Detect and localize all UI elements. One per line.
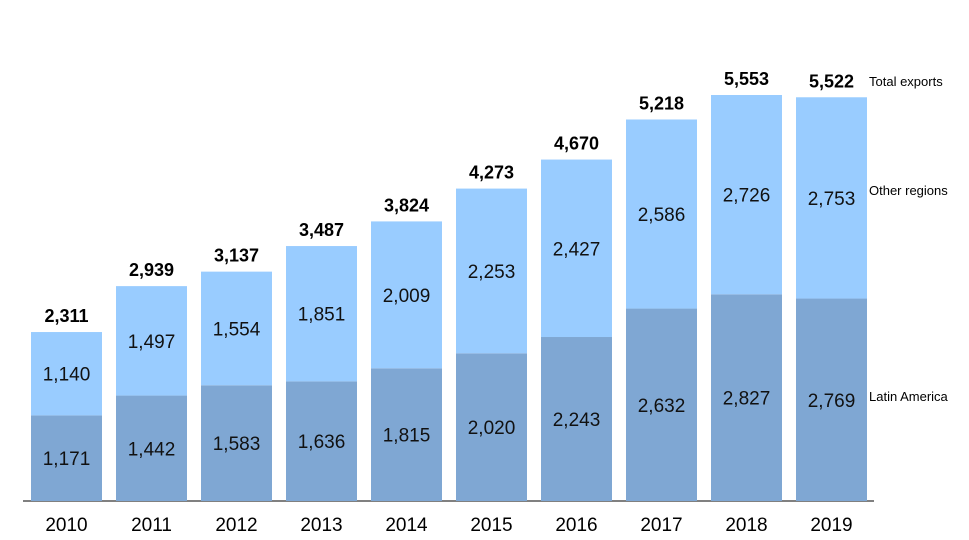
data-label-latin-america-2013: 1,636 (298, 432, 346, 453)
data-label-latin-america-2019: 2,769 (808, 391, 856, 412)
bar-other-regions-2019 (796, 97, 867, 299)
total-label-2010: 2,311 (44, 306, 88, 326)
bar-other-regions-2014 (371, 221, 442, 369)
data-label-latin-america-2018: 2,827 (723, 389, 771, 410)
data-label-other-regions-2018: 2,726 (723, 186, 771, 207)
bars-layer (31, 95, 867, 501)
data-label-latin-america-2015: 2,020 (468, 418, 516, 439)
bar-other-regions-2017 (626, 119, 697, 309)
bar-latin-america-2018 (711, 294, 782, 501)
x-tick-label-2010: 2010 (45, 515, 87, 536)
total-label-2014: 3,824 (384, 195, 429, 215)
x-tick-label-2011: 2011 (131, 515, 172, 536)
data-label-latin-america-2012: 1,583 (213, 434, 261, 455)
bar-other-regions-2012 (201, 271, 272, 386)
data-label-other-regions-2016: 2,427 (553, 239, 601, 260)
total-label-2016: 4,670 (554, 134, 599, 154)
x-tick-label-2012: 2012 (215, 515, 257, 536)
labels-layer: 1,171 1,140 2,311 2010 1,442 1,497 2,939 2011 1,… (43, 69, 856, 536)
legend-other-regions: Other regions (869, 183, 948, 198)
bar-latin-america-2017 (626, 308, 697, 501)
bar-other-regions-2013 (286, 246, 357, 382)
bar-other-regions-2010 (31, 332, 102, 416)
data-label-other-regions-2010: 1,140 (43, 365, 91, 386)
total-label-2019: 5,522 (809, 71, 854, 91)
bar-latin-america-2012 (201, 385, 272, 501)
x-tick-label-2018: 2018 (725, 515, 767, 536)
total-label-2015: 4,273 (469, 163, 514, 183)
data-label-latin-america-2017: 2,632 (638, 396, 686, 417)
bar-latin-america-2010 (31, 415, 102, 501)
x-tick-label-2019: 2019 (810, 515, 852, 536)
total-label-2018: 5,553 (724, 69, 769, 89)
total-label-2012: 3,137 (214, 246, 259, 266)
x-tick-label-2013: 2013 (300, 515, 342, 536)
bar-other-regions-2015 (456, 188, 527, 354)
legend-latin-america: Latin America (869, 389, 949, 404)
data-label-other-regions-2017: 2,586 (638, 205, 686, 226)
bar-other-regions-2018 (711, 95, 782, 295)
legend-total-exports: Total exports (869, 74, 943, 89)
data-label-latin-america-2014: 1,815 (383, 426, 431, 447)
x-tick-label-2017: 2017 (640, 515, 682, 536)
bar-latin-america-2015 (456, 353, 527, 501)
legend: Total exports Other regions Latin Americ… (869, 74, 949, 404)
bar-other-regions-2011 (116, 286, 187, 396)
bar-other-regions-2016 (541, 159, 612, 338)
data-label-other-regions-2015: 2,253 (468, 262, 516, 283)
total-label-2013: 3,487 (299, 220, 344, 240)
data-label-other-regions-2013: 1,851 (298, 305, 346, 326)
data-label-latin-america-2016: 2,243 (553, 410, 601, 431)
total-label-2011: 2,939 (129, 260, 174, 280)
bar-latin-america-2014 (371, 368, 442, 501)
bar-latin-america-2019 (796, 298, 867, 501)
bar-latin-america-2013 (286, 381, 357, 501)
data-label-latin-america-2011: 1,442 (128, 439, 176, 460)
bar-latin-america-2011 (116, 395, 187, 501)
total-label-2017: 5,218 (639, 93, 684, 113)
data-label-other-regions-2012: 1,554 (213, 319, 261, 340)
data-label-other-regions-2011: 1,497 (128, 332, 176, 353)
x-tick-label-2015: 2015 (470, 515, 512, 536)
data-label-other-regions-2014: 2,009 (383, 286, 431, 307)
x-tick-label-2016: 2016 (555, 515, 597, 536)
x-tick-label-2014: 2014 (385, 515, 428, 536)
bar-latin-america-2016 (541, 337, 612, 501)
data-label-latin-america-2010: 1,171 (43, 449, 91, 470)
data-label-other-regions-2019: 2,753 (808, 189, 856, 210)
